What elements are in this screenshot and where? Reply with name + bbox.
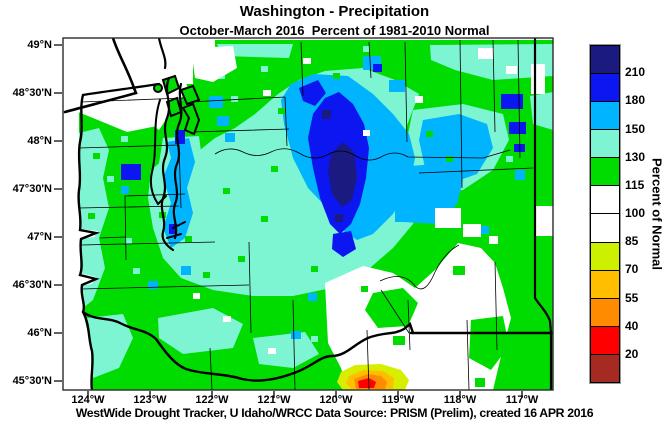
colorbar-tick-label: 115: [625, 178, 645, 192]
x-tick-label: 122°W: [195, 394, 229, 406]
x-tick-label: 118°W: [443, 394, 477, 406]
colorbar-segment: [590, 45, 620, 75]
x-tick-label: 123°W: [133, 394, 167, 406]
colorbar-segment: [590, 297, 620, 327]
colorbar-title: Percent of Normal: [649, 158, 665, 270]
y-tick-label: 48°N: [27, 135, 52, 147]
colorbar-segment: [590, 325, 620, 355]
x-tick-label: 124°W: [71, 394, 105, 406]
x-tick-label: 117°W: [505, 394, 539, 406]
figure-subtitle: October-March 2016 Percent of 1981-2010 …: [179, 23, 490, 38]
colorbar-segment: [590, 129, 620, 159]
colorbar-tick-label: 210: [625, 65, 646, 79]
colorbar-tick-label: 100: [625, 206, 646, 220]
colorbar-tick-label: 70: [625, 262, 639, 276]
columbia-river: [81, 310, 415, 382]
colorbar-segment: [590, 101, 620, 131]
south-sound-inlets: [166, 221, 186, 239]
strait-shoreline: [81, 82, 161, 97]
colorbar-segment: [590, 269, 620, 299]
y-tick-label: 46°30'N: [12, 279, 52, 291]
figure-caption: WestWide Drought Tracker, U Idaho/WRCC D…: [75, 406, 594, 420]
raster-navy: [322, 110, 357, 222]
pacific-coastline: [77, 93, 101, 390]
colorbar-tick-label: 150: [625, 122, 646, 136]
colorbar-segment: [590, 241, 620, 271]
colorbar-segment: [590, 353, 620, 383]
colorbar-tick-label: 85: [625, 234, 639, 248]
y-tick-label: 45°30'N: [12, 375, 52, 387]
y-tick-label: 48°30'N: [12, 87, 52, 99]
y-tick-label: 46°N: [27, 327, 52, 339]
colorbar-tick-label: 20: [625, 347, 639, 361]
x-tick-label: 119°W: [381, 394, 415, 406]
colorbar-tick-label: 40: [625, 319, 639, 333]
y-tick-label: 47°N: [27, 231, 52, 243]
y-tick-label: 49°N: [27, 39, 52, 51]
plot-frame: [62, 37, 554, 391]
raster-green-patches: [88, 73, 535, 390]
raster-white: [63, 38, 553, 390]
colorbar-segment: [590, 213, 620, 243]
vancouver-island-coast: [63, 38, 138, 114]
puget-sound-west-shore: [160, 76, 175, 252]
colorbar-segment: [590, 157, 620, 187]
hood-canal: [149, 99, 167, 206]
x-tick-label: 121°W: [257, 394, 291, 406]
colorbar-tick-label: 180: [625, 93, 646, 107]
colorbar-segment: [590, 73, 620, 103]
colorbar-tick-label: 130: [625, 150, 646, 164]
colorbar-tick-label: 55: [625, 291, 639, 305]
y-tick-label: 47°30'N: [12, 183, 52, 195]
idaho-border: [533, 38, 553, 390]
figure-title: Washington - Precipitation: [239, 3, 430, 20]
puget-sound-east-shore: [172, 82, 183, 240]
x-tick-label: 120°W: [319, 394, 353, 406]
colorbar: [589, 44, 621, 384]
colorbar-segment: [590, 185, 620, 215]
coastlines-and-borders: [63, 38, 553, 390]
axis-tick-marks: [54, 44, 523, 398]
canada-mainland-coast: [157, 38, 167, 70]
low-precip-spot: [337, 364, 409, 390]
